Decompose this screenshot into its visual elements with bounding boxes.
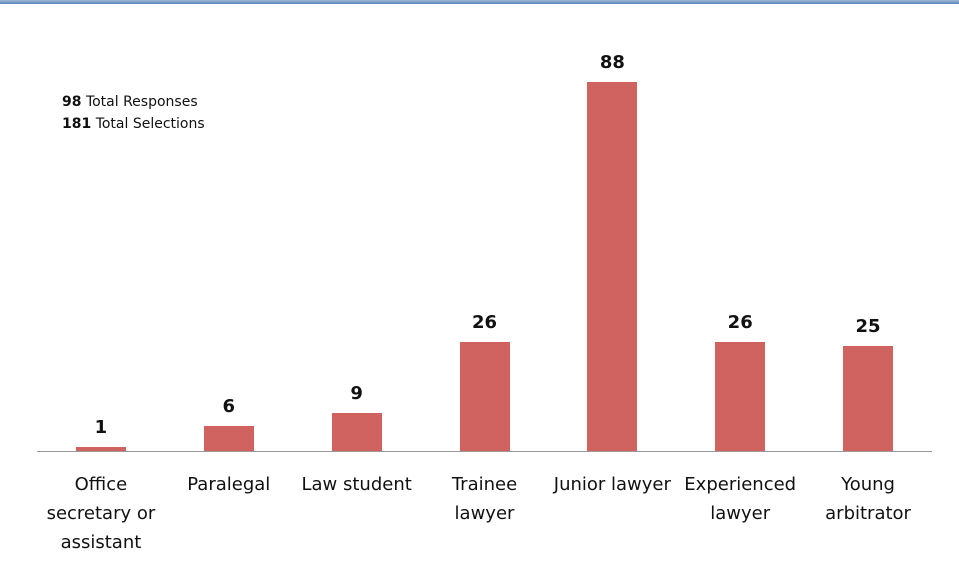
annotation-text: Total Selections <box>95 116 205 132</box>
annotation: 181 Total Selections <box>62 116 205 132</box>
x-tick-label: Trainee lawyer <box>451 474 518 524</box>
top-border <box>0 0 959 4</box>
data-label: 25 <box>855 316 881 338</box>
bar <box>715 341 766 451</box>
data-label: 1 <box>94 416 108 438</box>
data-label: 26 <box>727 311 753 333</box>
annotation-text: Total Responses <box>85 94 198 110</box>
bar <box>331 413 382 451</box>
x-tick-label: Paralegal <box>187 474 271 495</box>
data-label: 26 <box>471 311 498 333</box>
data-label: 6 <box>222 395 236 417</box>
annotation-value: 181 <box>62 116 92 132</box>
baseline <box>37 451 932 452</box>
x-tick-label: Junior lawyer <box>553 474 671 495</box>
bar <box>587 82 638 451</box>
data-label: 88 <box>599 52 625 73</box>
bar <box>75 446 126 451</box>
x-tick-label: Office secretary or assistant <box>46 474 156 553</box>
x-tick-label: Experienced lawyer <box>684 474 797 524</box>
annotation: 98 Total Responses <box>62 94 198 110</box>
x-tick-label: Young arbitrator <box>825 474 911 524</box>
bar <box>843 346 894 451</box>
bar <box>459 341 510 451</box>
annotation-value: 98 <box>62 94 82 110</box>
data-label: 9 <box>350 383 363 405</box>
x-tick-label: Law student <box>301 474 412 495</box>
bar <box>203 425 254 451</box>
